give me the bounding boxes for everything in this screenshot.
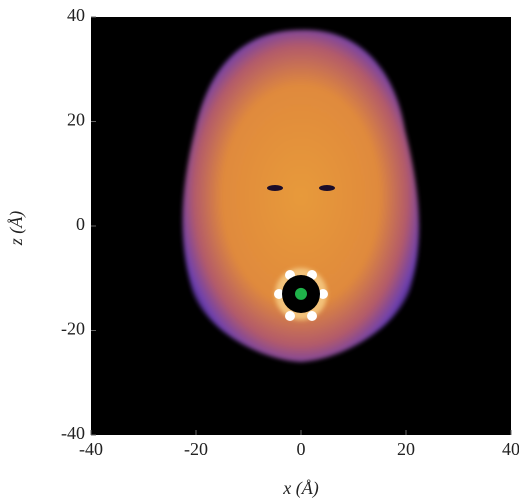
- y-tick-label: 0: [76, 214, 85, 234]
- x-tick-label: 20: [397, 439, 415, 459]
- y-axis-label: z (Å): [6, 211, 27, 247]
- x-tick-label: 0: [297, 439, 306, 459]
- y-tick-label: 20: [67, 110, 85, 130]
- y-tick-label: -40: [61, 423, 85, 443]
- y-tick-label: -20: [61, 319, 85, 339]
- x-tick-label: 40: [502, 439, 519, 459]
- x-tick-label: -20: [184, 439, 208, 459]
- x-tick-label: -40: [79, 439, 103, 459]
- y-tick-label: 40: [67, 5, 85, 25]
- marker: [295, 287, 307, 300]
- density-map: [182, 29, 420, 362]
- x-axis-label: x (Å): [282, 478, 318, 499]
